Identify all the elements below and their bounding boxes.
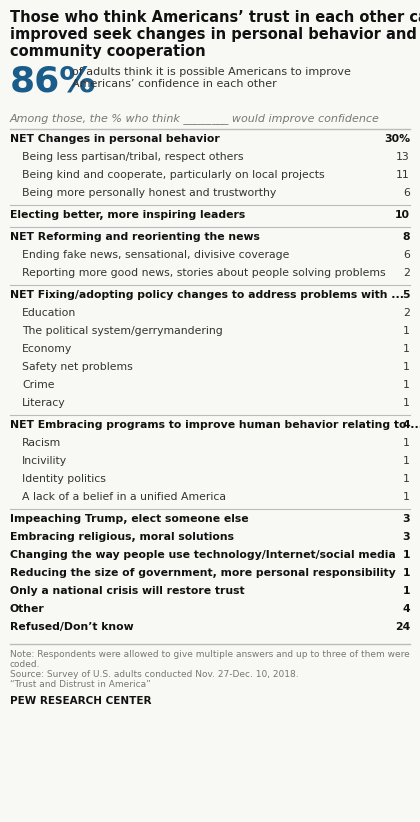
Text: Literacy: Literacy — [22, 398, 66, 408]
Text: Source: Survey of U.S. adults conducted Nov. 27-Dec. 10, 2018.: Source: Survey of U.S. adults conducted … — [10, 670, 299, 679]
Text: 86%: 86% — [10, 65, 96, 99]
Text: 1: 1 — [403, 326, 410, 336]
Text: 8: 8 — [402, 232, 410, 242]
Text: Reducing the size of government, more personal responsibility: Reducing the size of government, more pe… — [10, 568, 396, 578]
Text: 10: 10 — [395, 210, 410, 220]
Text: A lack of a belief in a unified America: A lack of a belief in a unified America — [22, 492, 226, 502]
Text: Electing better, more inspiring leaders: Electing better, more inspiring leaders — [10, 210, 245, 220]
Text: 1: 1 — [403, 456, 410, 466]
Text: Being more personally honest and trustworthy: Being more personally honest and trustwo… — [22, 188, 276, 198]
Text: 1: 1 — [403, 438, 410, 448]
Text: Among those, the % who think ________ would improve confidence: Among those, the % who think ________ wo… — [10, 113, 380, 124]
Text: coded.: coded. — [10, 660, 40, 669]
Text: Impeaching Trump, elect someone else: Impeaching Trump, elect someone else — [10, 514, 249, 524]
Text: Incivility: Incivility — [22, 456, 67, 466]
Text: Safety net problems: Safety net problems — [22, 362, 133, 372]
Text: 3: 3 — [402, 532, 410, 542]
Text: Refused/Don’t know: Refused/Don’t know — [10, 622, 134, 632]
Text: improved seek changes in personal behavior and: improved seek changes in personal behavi… — [10, 27, 417, 42]
Text: 6: 6 — [403, 188, 410, 198]
Text: NET Changes in personal behavior: NET Changes in personal behavior — [10, 134, 220, 144]
Text: Identity politics: Identity politics — [22, 474, 106, 484]
Text: 1: 1 — [402, 586, 410, 596]
Text: 2: 2 — [403, 268, 410, 278]
Text: 1: 1 — [403, 380, 410, 390]
Text: NET Fixing/adopting policy changes to address problems with ...: NET Fixing/adopting policy changes to ad… — [10, 290, 404, 300]
Text: Only a national crisis will restore trust: Only a national crisis will restore trus… — [10, 586, 244, 596]
Text: of adults think it is possible Americans to improve: of adults think it is possible Americans… — [72, 67, 351, 77]
Text: 24: 24 — [395, 622, 410, 632]
Text: NET Reforming and reorienting the news: NET Reforming and reorienting the news — [10, 232, 260, 242]
Text: Racism: Racism — [22, 438, 61, 448]
Text: 1: 1 — [402, 550, 410, 560]
Text: Economy: Economy — [22, 344, 72, 354]
Text: community cooperation: community cooperation — [10, 44, 206, 59]
Text: 2: 2 — [403, 308, 410, 318]
Text: 1: 1 — [403, 492, 410, 502]
Text: 1: 1 — [403, 398, 410, 408]
Text: Being kind and cooperate, particularly on local projects: Being kind and cooperate, particularly o… — [22, 170, 325, 180]
Text: Crime: Crime — [22, 380, 55, 390]
Text: 30%: 30% — [384, 134, 410, 144]
Text: Embracing religious, moral solutions: Embracing religious, moral solutions — [10, 532, 234, 542]
Text: NET Embracing programs to improve human behavior relating to ...: NET Embracing programs to improve human … — [10, 420, 420, 430]
Text: Other: Other — [10, 604, 45, 614]
Text: The political system/gerrymandering: The political system/gerrymandering — [22, 326, 223, 336]
Text: PEW RESEARCH CENTER: PEW RESEARCH CENTER — [10, 696, 152, 706]
Text: 4: 4 — [402, 604, 410, 614]
Text: 5: 5 — [402, 290, 410, 300]
Text: Changing the way people use technology/Internet/social media: Changing the way people use technology/I… — [10, 550, 396, 560]
Text: 11: 11 — [396, 170, 410, 180]
Text: “Trust and Distrust in America”: “Trust and Distrust in America” — [10, 680, 151, 689]
Text: 4: 4 — [402, 420, 410, 430]
Text: Note: Respondents were allowed to give multiple answers and up to three of them : Note: Respondents were allowed to give m… — [10, 650, 410, 659]
Text: 1: 1 — [403, 474, 410, 484]
Text: Reporting more good news, stories about people solving problems: Reporting more good news, stories about … — [22, 268, 386, 278]
Text: 3: 3 — [402, 514, 410, 524]
Text: Being less partisan/tribal, respect others: Being less partisan/tribal, respect othe… — [22, 152, 244, 162]
Text: Education: Education — [22, 308, 76, 318]
Text: Those who think Americans’ trust in each other can be: Those who think Americans’ trust in each… — [10, 10, 420, 25]
Text: Americans’ confidence in each other: Americans’ confidence in each other — [72, 79, 277, 89]
Text: Ending fake news, sensational, divisive coverage: Ending fake news, sensational, divisive … — [22, 250, 289, 260]
Text: 1: 1 — [403, 344, 410, 354]
Text: 1: 1 — [403, 362, 410, 372]
Text: 6: 6 — [403, 250, 410, 260]
Text: 1: 1 — [402, 568, 410, 578]
Text: 13: 13 — [396, 152, 410, 162]
